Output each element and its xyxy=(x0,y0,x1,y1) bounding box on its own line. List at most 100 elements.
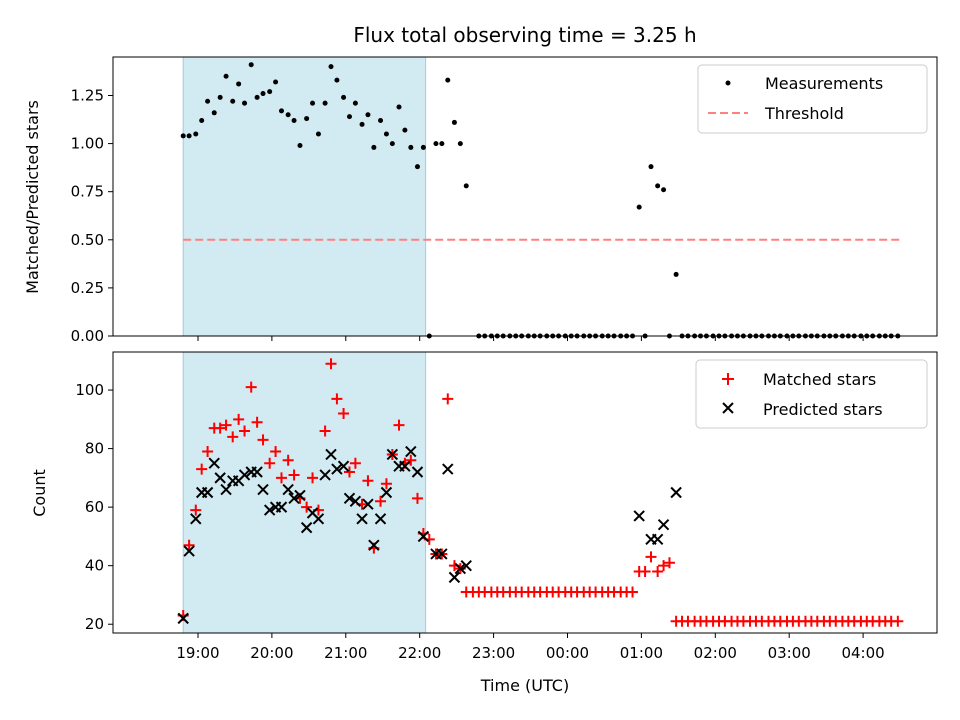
predicted-star-point xyxy=(201,486,214,499)
predicted-star-point xyxy=(251,466,263,478)
legend-predicted-marker xyxy=(722,402,734,414)
measurement-point xyxy=(463,183,469,189)
predicted-star-point xyxy=(238,469,251,481)
matched-star-point xyxy=(202,446,214,458)
matched-star-point xyxy=(270,446,282,458)
top-legend-box xyxy=(697,64,928,134)
top-y-tick-label: 1.00 xyxy=(71,135,104,153)
measurement-point xyxy=(304,116,310,122)
matched-stars-series xyxy=(177,358,904,627)
predicted-star-point xyxy=(368,539,380,551)
matched-star-point xyxy=(405,454,417,466)
predicted-star-point xyxy=(442,463,454,475)
measurement-point xyxy=(402,127,408,133)
measurement-point xyxy=(420,144,426,150)
matched-star-point xyxy=(325,358,337,370)
bottom-y-tick-label: 20 xyxy=(85,615,104,633)
bottom-y-axis: 20 40 60 80 100 xyxy=(75,381,113,633)
top-y-axis: 0.00 0.25 0.50 0.75 1.00 1.25 xyxy=(71,86,113,345)
predicted-star-point xyxy=(405,445,417,458)
measurement-point xyxy=(371,144,377,150)
matched-star-point xyxy=(275,472,287,484)
matched-star-point xyxy=(645,551,657,563)
matched-star-point xyxy=(343,466,355,478)
matched-star-point xyxy=(319,425,331,437)
bottom-y-tick-label: 100 xyxy=(75,381,104,399)
measurement-point xyxy=(315,131,321,137)
measurement-point xyxy=(199,117,205,123)
predicted-star-point xyxy=(448,571,461,584)
top-panel: 0.00 0.25 0.50 0.75 1.00 1.25 Matched/Predict… xyxy=(23,56,938,345)
top-chart-title: Flux total observing time = 3.25 h xyxy=(353,23,696,47)
predicted-star-point xyxy=(220,483,232,496)
measurement-point xyxy=(334,77,340,83)
matched-star-point xyxy=(349,457,361,469)
matched-star-point xyxy=(658,560,670,572)
x-tick-label: 22:00 xyxy=(398,644,441,662)
predicted-star-point xyxy=(288,492,300,505)
predicted-star-point xyxy=(257,483,269,496)
measurement-point xyxy=(236,81,242,87)
measurement-point xyxy=(322,100,328,106)
top-y-tick-label: 0.50 xyxy=(71,231,104,249)
measurement-point xyxy=(396,104,402,110)
measurement-point xyxy=(636,204,642,210)
measurement-point xyxy=(389,141,395,147)
predicted-star-point xyxy=(349,495,362,507)
top-axes-frame xyxy=(112,56,938,337)
predicted-star-point xyxy=(275,501,288,513)
measurement-point xyxy=(359,121,365,127)
bottom-panel: 20 40 60 80 100 19:00 20:00 21:00 22:00 23:00 00:… xyxy=(30,351,938,695)
measurement-point xyxy=(193,131,199,137)
predicted-star-point xyxy=(362,498,374,510)
measurement-point xyxy=(433,141,439,147)
predicted-star-point xyxy=(460,559,472,572)
predicted-star-point xyxy=(657,518,670,531)
predicted-star-point xyxy=(386,448,399,461)
measurement-point xyxy=(217,94,223,100)
measurement-point xyxy=(260,91,266,97)
matched-star-point xyxy=(239,425,251,437)
x-tick-label: 03:00 xyxy=(768,644,811,662)
predicted-star-point xyxy=(331,463,343,475)
matched-star-point xyxy=(411,492,423,504)
legend-predicted-label: Predicted stars xyxy=(763,400,883,419)
measurement-point xyxy=(310,100,316,106)
x-tick-label: 00:00 xyxy=(546,644,589,662)
predicted-star-point xyxy=(190,513,202,525)
bottom-legend-box xyxy=(695,359,928,429)
matched-star-point xyxy=(282,454,294,466)
predicted-star-point xyxy=(319,469,331,481)
measurement-point xyxy=(248,62,254,68)
predicted-star-point xyxy=(183,545,195,557)
measurement-point xyxy=(378,117,384,123)
predicted-star-point xyxy=(312,513,325,525)
predicted-star-point xyxy=(294,489,306,502)
matched-star-point xyxy=(663,557,675,569)
matched-star-point xyxy=(288,469,300,481)
measurement-point xyxy=(408,144,414,150)
measurement-point xyxy=(346,114,352,120)
matched-star-point xyxy=(338,407,350,419)
matched-star-point xyxy=(331,393,343,405)
measurement-point xyxy=(383,131,389,137)
legend-measurements-marker xyxy=(725,80,731,86)
matched-star-point xyxy=(393,419,405,431)
predicted-star-point xyxy=(325,448,337,461)
measurement-point xyxy=(352,100,358,106)
measurement-point xyxy=(254,94,260,100)
top-y-axis-label: Matched/Predicted stars xyxy=(23,100,42,294)
x-tick-label: 02:00 xyxy=(694,644,737,662)
predicted-star-point xyxy=(651,533,664,546)
predicted-star-point xyxy=(300,521,313,534)
matched-star-point xyxy=(375,495,387,507)
measurement-point xyxy=(673,271,679,277)
bottom-y-tick-label: 40 xyxy=(85,557,104,575)
measurement-point xyxy=(365,112,371,118)
x-tick-label: 19:00 xyxy=(176,644,219,662)
top-legend: Measurements Threshold xyxy=(697,64,928,134)
matched-star-point xyxy=(251,416,263,428)
matched-star-point xyxy=(190,504,202,516)
top-y-tick-label: 1.25 xyxy=(71,86,104,104)
